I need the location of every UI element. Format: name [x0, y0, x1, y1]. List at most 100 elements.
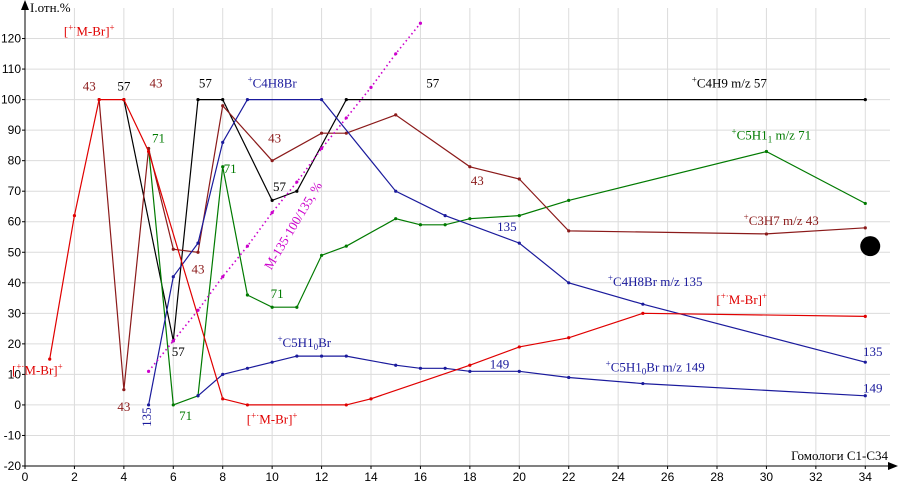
- x-tick-label: 14: [364, 470, 378, 484]
- data-point: [863, 226, 867, 230]
- data-point: [171, 275, 175, 279]
- data-point: [72, 214, 77, 218]
- annotation-part: 1: [768, 134, 773, 144]
- annotation: 57: [273, 179, 287, 194]
- annotation-part: 135: [497, 219, 517, 234]
- x-tick-label: 18: [463, 470, 477, 484]
- series-line: [123, 98, 866, 341]
- data-point: [344, 354, 348, 358]
- annotation: 71: [179, 408, 192, 423]
- data-point: [344, 98, 348, 102]
- annotation-part: +: [744, 212, 749, 222]
- data-point: [270, 159, 274, 163]
- x-tick-label: 30: [760, 470, 774, 484]
- data-point: [196, 250, 200, 254]
- y-tick-label: 30: [8, 306, 22, 320]
- data-point: [319, 253, 324, 257]
- annotation: +C5H10Br m/z 149: [606, 358, 705, 376]
- y-tick-label: 80: [8, 154, 22, 168]
- annotation-part: 43: [192, 262, 205, 277]
- data-point: [641, 311, 645, 315]
- annotation: 135: [497, 219, 517, 234]
- data-point: [319, 354, 324, 358]
- data-point: [270, 198, 274, 202]
- data-point: [443, 214, 447, 218]
- annotation-part: [: [64, 23, 68, 38]
- series-line: [147, 22, 422, 372]
- data-point: [196, 394, 200, 398]
- annotation-part: [: [12, 362, 16, 377]
- x-tick-label: 22: [562, 470, 576, 484]
- annotation-part: +·: [721, 291, 729, 301]
- annotation-part: +·: [68, 22, 76, 32]
- y-tick-label: 40: [8, 276, 22, 290]
- x-tick-label: 0: [22, 470, 29, 484]
- annotation-part: 71: [271, 286, 284, 301]
- x-tick-label: 26: [661, 470, 675, 484]
- data-point: [221, 98, 225, 102]
- annotation-part: M-Br]: [729, 292, 762, 307]
- data-point: [295, 354, 299, 358]
- y-tick-label: 0: [14, 398, 21, 412]
- annotation-part: +: [248, 74, 253, 84]
- data-point: [863, 314, 867, 318]
- data-point: [641, 302, 645, 306]
- marker-dot: [860, 236, 881, 257]
- annotation-part: 71: [179, 408, 192, 423]
- y-axis-label: I.отн.%: [30, 0, 71, 15]
- annotation-part: 43: [471, 173, 484, 188]
- data-point: [394, 363, 398, 367]
- y-tick-label: 90: [8, 123, 22, 137]
- x-tick-label: 12: [315, 470, 329, 484]
- x-tick-label: 28: [710, 470, 724, 484]
- y-tick-label: 20: [8, 337, 22, 351]
- data-point: [863, 98, 867, 102]
- y-tick-label: 110: [2, 62, 21, 76]
- annotation-part: 57: [199, 75, 213, 90]
- data-point: [418, 223, 423, 227]
- annotation-part: +: [608, 273, 613, 283]
- annotation: +C3H7 m/z 43: [744, 212, 819, 228]
- annotation-part: C4H8Br: [253, 75, 298, 90]
- data-point: [48, 357, 52, 361]
- annotation: 43: [117, 399, 130, 414]
- data-point: [764, 149, 769, 154]
- annotation-part: m/z 71: [772, 127, 811, 142]
- data-point: [863, 394, 867, 398]
- annotation-part: 57: [117, 78, 131, 93]
- annotation: [+·M-Br]+: [64, 22, 115, 38]
- data-point: [221, 397, 225, 401]
- x-tick-label: 8: [219, 470, 226, 484]
- annotation-part: +: [606, 358, 611, 368]
- data-point: [468, 363, 472, 367]
- x-tick-label: 10: [265, 470, 279, 484]
- data-point: [97, 98, 101, 102]
- y-tick-label: 100: [1, 93, 21, 107]
- data-point: [171, 247, 175, 251]
- annotation-part: 0: [642, 366, 647, 376]
- annotation-part: +·: [251, 410, 259, 420]
- annotation-part: +·: [16, 361, 24, 371]
- annotation-part: 43: [268, 130, 281, 145]
- annotation: 149: [490, 356, 510, 371]
- data-point: [394, 189, 398, 193]
- y-axis-arrow: [21, 0, 29, 10]
- annotation-part: 43: [117, 399, 130, 414]
- x-axis-label: Гомологи C1-C34: [791, 448, 888, 463]
- data-point: [319, 146, 324, 151]
- x-tick-label: 20: [513, 470, 527, 484]
- data-point: [245, 98, 250, 102]
- data-point: [369, 397, 373, 401]
- data-point: [221, 275, 225, 279]
- x-tick-label: 16: [414, 470, 428, 484]
- data-point: [319, 131, 324, 135]
- x-tick-label: 2: [71, 470, 78, 484]
- annotation-part: C4H8Br m/z 135: [613, 274, 703, 289]
- y-tick-label: -10: [4, 428, 22, 442]
- data-point: [443, 366, 447, 370]
- series-0: [122, 98, 867, 343]
- annotation: +C4H8Br m/z 135: [608, 273, 703, 289]
- y-tick-label: -20: [4, 459, 22, 473]
- series-5: [48, 98, 867, 407]
